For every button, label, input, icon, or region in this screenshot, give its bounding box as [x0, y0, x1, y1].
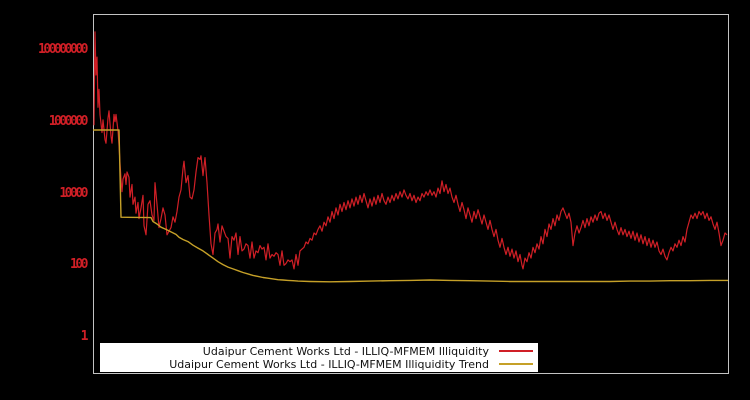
legend: Udaipur Cement Works Ltd - ILLIQ-MFMEM I… [100, 343, 538, 372]
illiquidity-series-line [93, 31, 728, 270]
y-axis-tick-label-1e4: 10000 [59, 185, 88, 201]
red-line-sample-icon [499, 350, 533, 352]
y-axis-tick-label-1e6: 1000000 [48, 113, 89, 129]
yellow-line-sample-icon [499, 363, 533, 365]
legend-label: Udaipur Cement Works Ltd - ILLIQ-MFMEM I… [202, 344, 489, 358]
y-axis-tick-label-1e8: 100000000 [38, 41, 88, 57]
plot-border [93, 14, 729, 374]
y-axis-tick-label-1: 1 [80, 329, 89, 345]
legend-label: Udaipur Cement Works Ltd - ILLIQ-MFMEM I… [169, 357, 489, 371]
y-axis-tick-label-1e2: 100 [70, 257, 88, 273]
legend-item-illiquidity: Udaipur Cement Works Ltd - ILLIQ-MFMEM I… [203, 345, 533, 358]
illiquidity-trend-series-line [93, 129, 728, 283]
legend-item-illiquidity-trend: Udaipur Cement Works Ltd - ILLIQ-MFMEM I… [169, 358, 533, 371]
